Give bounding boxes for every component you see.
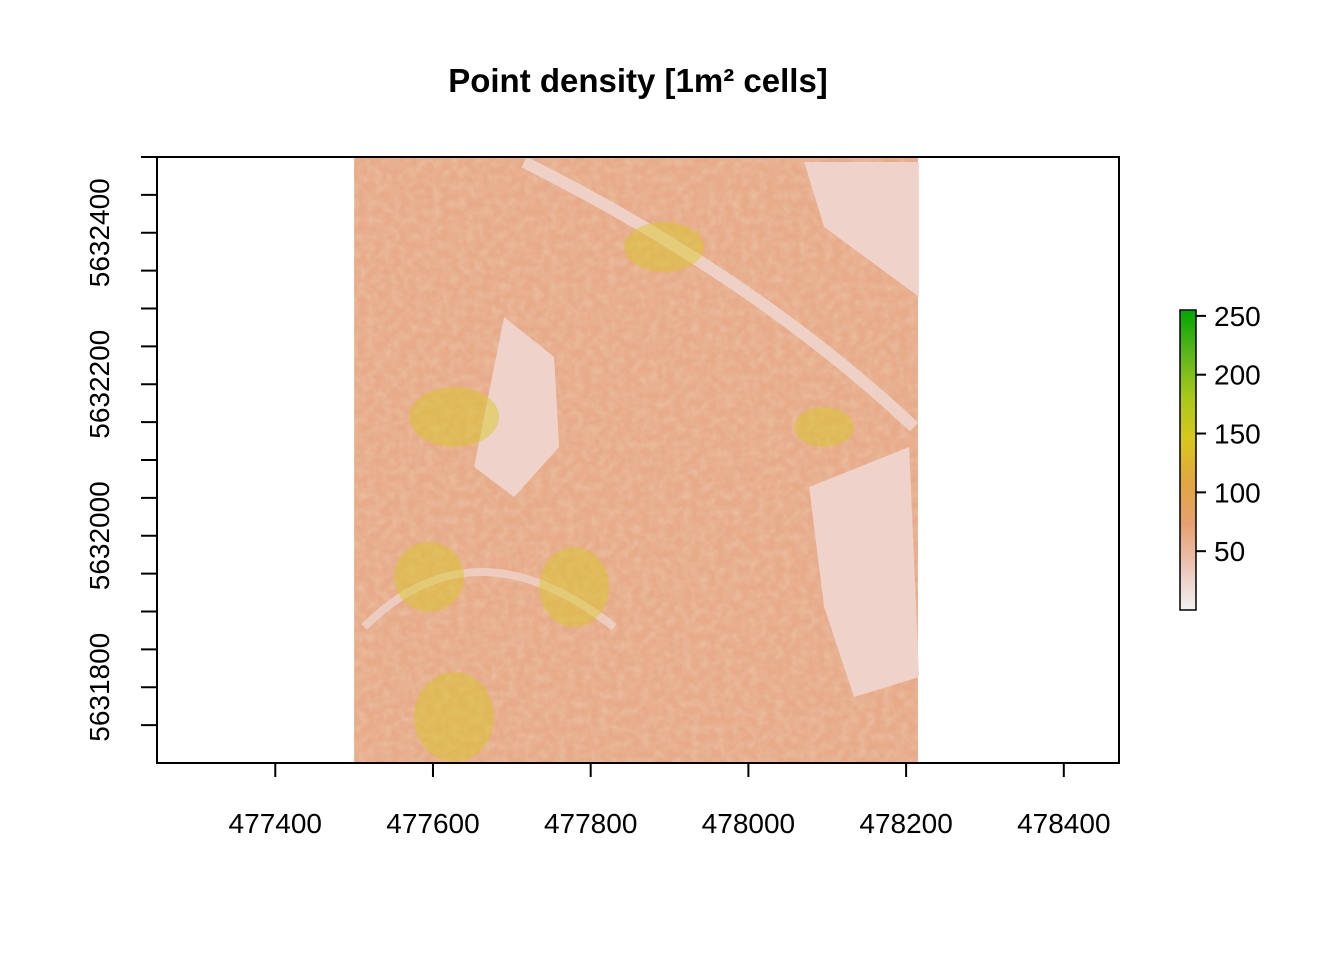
y-tick-label: 5632000 [84,481,115,590]
clearing-east [809,447,920,697]
high-density-patch [409,387,500,447]
x-tick-label: 478400 [1017,808,1110,839]
legend-tick-label: 250 [1214,301,1261,332]
high-density-patch [794,407,855,447]
x-tick-label: 478200 [859,808,952,839]
path-track [361,568,617,631]
legend-colorbar [1179,309,1197,611]
legend-tick-label: 100 [1214,477,1261,508]
raster-texture [354,157,918,763]
y-tick-label: 5632200 [84,330,115,439]
high-density-patch [414,672,495,762]
chart-title: Point density [1m² cells] [448,62,828,99]
high-density-patch [624,222,705,272]
legend-tick-label: 50 [1214,536,1245,567]
density-raster [354,157,920,763]
y-tick-label: 5632400 [84,178,115,287]
high-density-patch [539,547,610,627]
road-track [521,157,919,432]
x-tick-label: 478000 [702,808,795,839]
legend-tick-label: 150 [1214,419,1261,450]
color-legend: 50 100 150 200 250 [1179,301,1261,611]
legend-tick-label: 200 [1214,360,1261,391]
x-tick-label: 477800 [544,808,637,839]
x-tick-label: 477600 [386,808,479,839]
y-tick-label: 5631800 [84,633,115,742]
clearing-west [474,317,560,497]
x-axis: 477400 477600 477800 478000 478200 478400 [229,763,1111,839]
y-axis: 5631800 5632000 5632200 5632400 [84,156,157,742]
high-density-patch [394,542,465,612]
x-tick-label: 477400 [229,808,322,839]
clearing-northeast [804,162,920,297]
